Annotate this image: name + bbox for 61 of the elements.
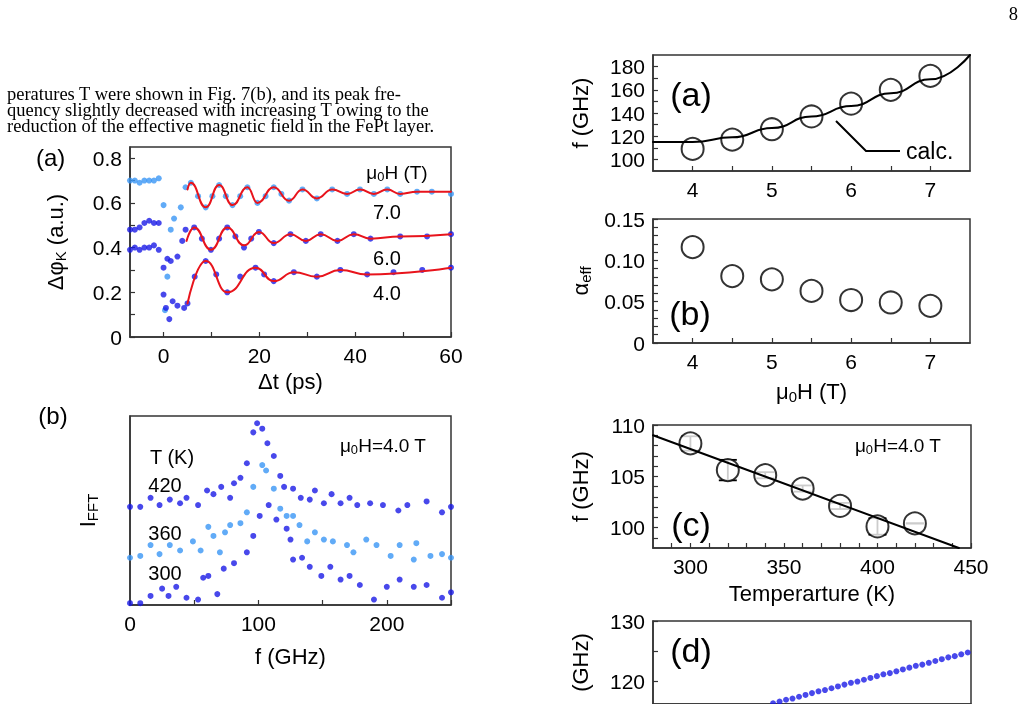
y-tick-label: 0.05 bbox=[604, 290, 645, 314]
x-tick-label: 40 bbox=[343, 344, 367, 367]
y-tick-label: 100 bbox=[609, 147, 645, 171]
y-axis-title: f (GHz) bbox=[567, 451, 593, 522]
annotation: 360 bbox=[148, 522, 182, 544]
y-axis-title: (GHz) bbox=[567, 633, 593, 692]
annotation: 7.0 bbox=[373, 201, 401, 223]
x-tick-label: 200 bbox=[369, 612, 405, 635]
y-tick-label: 110 bbox=[611, 413, 645, 437]
x-tick-label: 4 bbox=[686, 178, 699, 201]
x-axis-title: f (GHz) bbox=[255, 643, 326, 669]
annotation: 6.0 bbox=[373, 247, 401, 269]
x-tick-label: 300 bbox=[672, 555, 708, 578]
y-tick-label: 0.2 bbox=[92, 280, 122, 304]
y-tick-label: 100 bbox=[609, 516, 645, 539]
text: (a) bbox=[36, 143, 66, 171]
annotation: 420 bbox=[148, 474, 182, 496]
y-tick-label: 160 bbox=[609, 78, 645, 102]
y-axis-title: αeff bbox=[568, 265, 595, 296]
y-tick-label: 120 bbox=[609, 670, 645, 694]
y-tick-label: 0.4 bbox=[92, 236, 123, 260]
y-axis-title: ΔφK (a.u.) bbox=[43, 193, 69, 291]
x-tick-label: 6 bbox=[845, 178, 857, 201]
x-tick-label: 350 bbox=[766, 555, 802, 578]
x-tick-label: 7 bbox=[924, 350, 937, 373]
x-tick-label: 4 bbox=[686, 350, 699, 373]
annotation: calc. bbox=[906, 138, 954, 164]
annotation: (c) bbox=[671, 505, 711, 543]
annotation: (b) bbox=[669, 294, 711, 332]
y-axis-title: IFFT bbox=[75, 493, 101, 528]
text: 8 bbox=[1008, 4, 1018, 24]
x-tick-label: 400 bbox=[859, 555, 895, 578]
x-tick-label: 5 bbox=[766, 350, 778, 373]
x-tick-label: 0 bbox=[124, 612, 136, 635]
annotation: (a) bbox=[670, 75, 712, 113]
x-tick-label: 100 bbox=[240, 612, 276, 635]
y-tick-label: 120 bbox=[609, 124, 645, 148]
y-tick-label: 0.15 bbox=[604, 207, 645, 231]
x-axis-title: Temperarture (K) bbox=[728, 580, 896, 606]
x-tick-label: 5 bbox=[766, 178, 778, 201]
x-tick-label: 6 bbox=[845, 350, 857, 373]
annotation: (d) bbox=[670, 631, 712, 669]
y-tick-label: 130 bbox=[609, 609, 645, 633]
x-axis-title: Δt (ps) bbox=[258, 369, 323, 395]
annotation: 4.0 bbox=[373, 282, 401, 304]
y-tick-label: 105 bbox=[609, 464, 645, 488]
y-tick-label: 0.8 bbox=[92, 146, 122, 170]
text: peratures T were shown in Fig. 7(b), and its peak fre- bbox=[7, 84, 401, 104]
text: (b) bbox=[38, 401, 68, 429]
y-tick-label: 180 bbox=[609, 55, 645, 79]
annotation: T (K) bbox=[149, 446, 195, 468]
y-tick-label: 0.6 bbox=[92, 191, 122, 215]
x-tick-label: 0 bbox=[157, 344, 170, 367]
y-tick-label: 0 bbox=[110, 325, 122, 349]
y-tick-label: 0.10 bbox=[604, 248, 645, 272]
y-tick-label: 140 bbox=[609, 101, 645, 125]
x-tick-label: 450 bbox=[953, 555, 989, 578]
x-tick-label: 20 bbox=[247, 344, 272, 367]
y-axis-title: f (GHz) bbox=[567, 77, 593, 149]
x-tick-label: 7 bbox=[924, 178, 937, 201]
x-tick-label: 60 bbox=[439, 344, 463, 367]
